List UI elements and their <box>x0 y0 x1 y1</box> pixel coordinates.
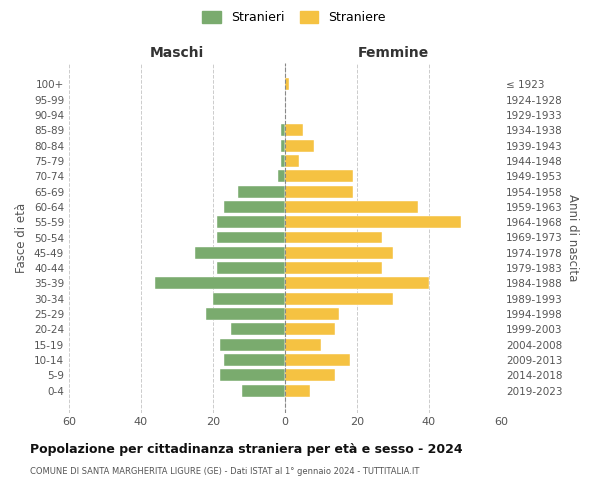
Bar <box>285 338 321 350</box>
Text: Femmine: Femmine <box>358 46 428 60</box>
Bar <box>285 278 429 289</box>
Bar <box>285 155 299 167</box>
Bar <box>285 216 461 228</box>
Legend: Stranieri, Straniere: Stranieri, Straniere <box>197 6 391 29</box>
Bar <box>285 384 310 396</box>
Bar <box>231 324 285 336</box>
Bar <box>217 232 285 243</box>
Bar <box>285 370 335 382</box>
Bar <box>217 216 285 228</box>
Bar <box>285 170 353 182</box>
Bar <box>217 262 285 274</box>
Bar <box>281 155 285 167</box>
Bar <box>278 170 285 182</box>
Bar <box>285 78 289 90</box>
Bar <box>285 201 418 213</box>
Bar <box>213 293 285 304</box>
Bar <box>281 124 285 136</box>
Bar <box>206 308 285 320</box>
Text: Maschi: Maschi <box>150 46 204 60</box>
Bar <box>224 201 285 213</box>
Bar <box>285 354 350 366</box>
Y-axis label: Anni di nascita: Anni di nascita <box>566 194 579 281</box>
Bar <box>195 247 285 259</box>
Bar <box>220 370 285 382</box>
Bar <box>281 140 285 151</box>
Bar <box>224 354 285 366</box>
Bar <box>220 338 285 350</box>
Bar <box>285 186 353 198</box>
Bar <box>285 247 393 259</box>
Bar <box>285 124 303 136</box>
Bar <box>285 308 339 320</box>
Text: COMUNE DI SANTA MARGHERITA LIGURE (GE) - Dati ISTAT al 1° gennaio 2024 - TUTTITA: COMUNE DI SANTA MARGHERITA LIGURE (GE) -… <box>30 468 419 476</box>
Bar <box>242 384 285 396</box>
Bar <box>238 186 285 198</box>
Text: Popolazione per cittadinanza straniera per età e sesso - 2024: Popolazione per cittadinanza straniera p… <box>30 442 463 456</box>
Bar <box>285 140 314 151</box>
Bar <box>155 278 285 289</box>
Bar <box>285 262 382 274</box>
Bar <box>285 324 335 336</box>
Bar <box>285 293 393 304</box>
Bar <box>285 232 382 243</box>
Y-axis label: Fasce di età: Fasce di età <box>16 202 28 272</box>
